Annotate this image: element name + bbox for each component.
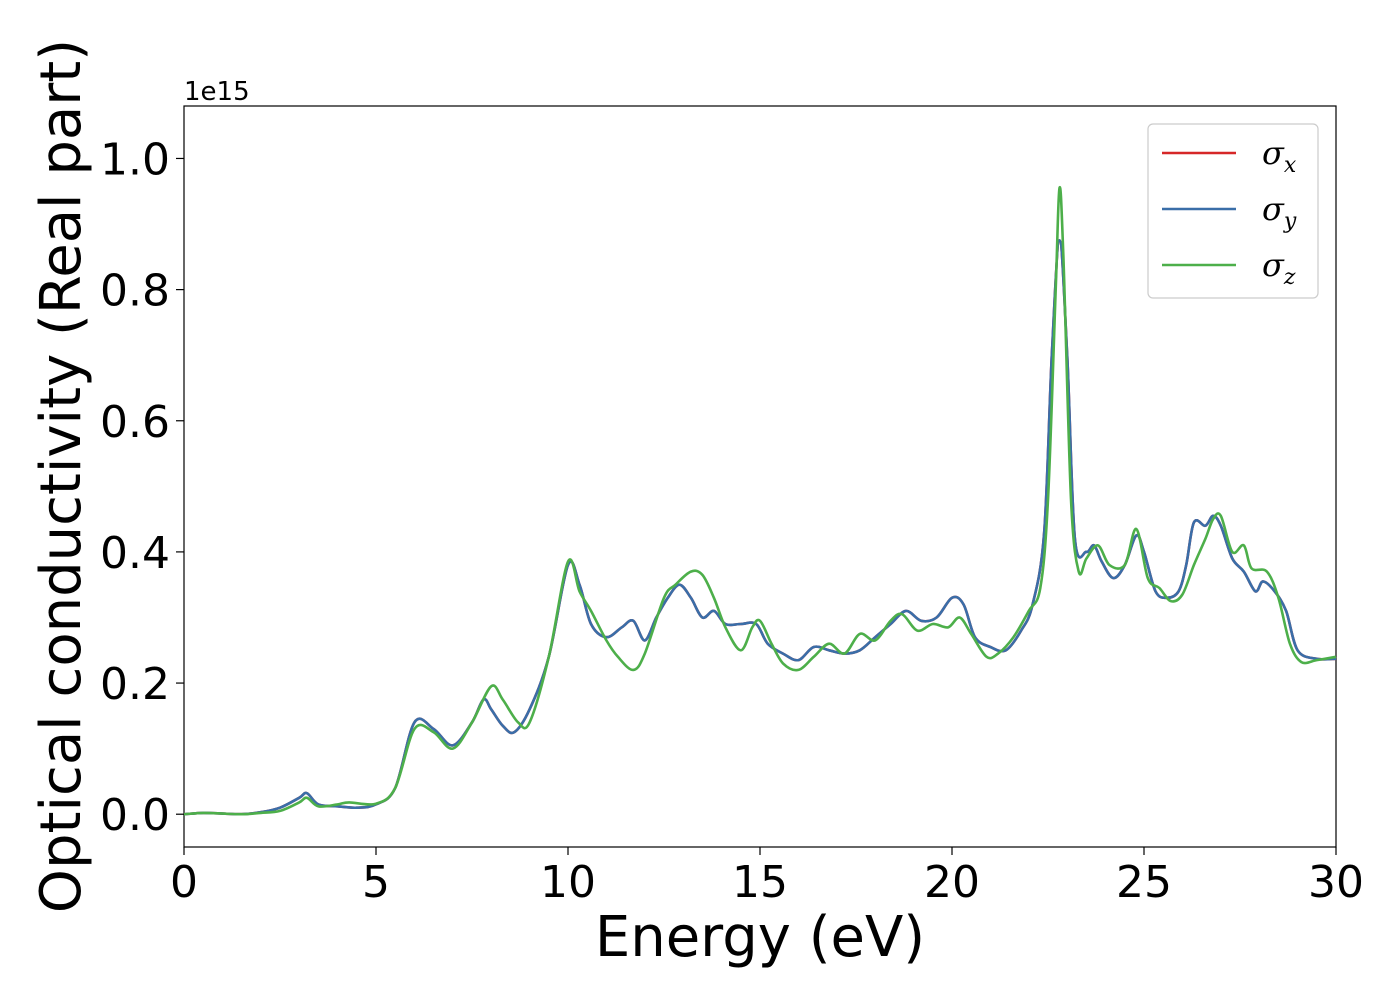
x-tick-label: 10 bbox=[540, 857, 596, 908]
legend-label-x: σx bbox=[1262, 134, 1297, 178]
x-tick-label: 25 bbox=[1116, 857, 1172, 908]
x-tick-label: 0 bbox=[170, 857, 198, 908]
plot-area bbox=[183, 105, 1337, 848]
x-axis-ticks: 0 5 10 15 20 25 30 bbox=[170, 847, 1364, 908]
legend-label-y: σy bbox=[1262, 190, 1297, 234]
y-offset-label: 1e15 bbox=[184, 77, 250, 107]
plot-frame bbox=[183, 105, 1337, 848]
y-tick-label: 0.6 bbox=[100, 397, 170, 448]
legend-label-z: σz bbox=[1262, 246, 1296, 290]
series-layer bbox=[183, 185, 1337, 816]
y-tick-label: 0.2 bbox=[100, 659, 170, 710]
y-tick-label: 1.0 bbox=[100, 134, 170, 185]
series-line-z bbox=[183, 185, 1337, 816]
legend: σx σy σz bbox=[1147, 123, 1319, 299]
legend-box bbox=[1147, 123, 1319, 299]
y-axis-label: Optical conductivity (Real part) bbox=[29, 39, 94, 913]
y-tick-label: 0.4 bbox=[100, 528, 170, 579]
legend-items: σx σy σz bbox=[1162, 134, 1297, 290]
x-axis-label: Energy (eV) bbox=[595, 905, 925, 970]
x-tick-label: 20 bbox=[924, 857, 980, 908]
y-tick-label: 0.0 bbox=[100, 790, 170, 841]
y-tick-label: 0.8 bbox=[100, 266, 170, 317]
y-axis-ticks: 0.0 0.2 0.4 0.6 0.8 1.0 bbox=[100, 134, 184, 841]
x-tick-label: 5 bbox=[362, 857, 390, 908]
x-tick-label: 15 bbox=[732, 857, 788, 908]
x-tick-label: 30 bbox=[1308, 857, 1364, 908]
